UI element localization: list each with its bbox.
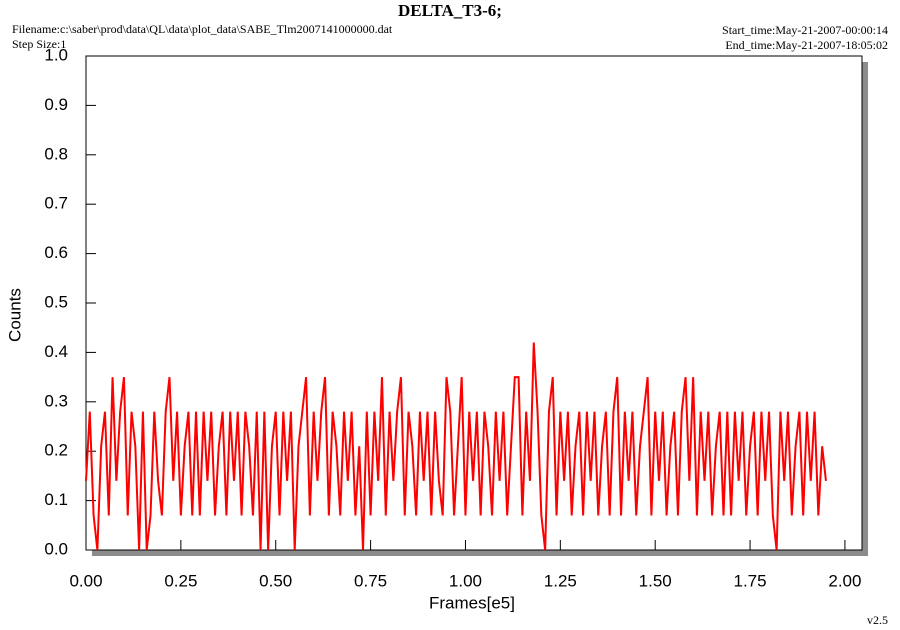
y-tick-label: 0.8 <box>44 144 68 163</box>
y-tick-label: 0.9 <box>44 95 68 114</box>
y-tick-label: 0.1 <box>44 490 68 509</box>
chart-title: DELTA_T3-6; <box>398 1 502 20</box>
data-line <box>85 342 827 551</box>
y-tick-label: 0.6 <box>44 243 68 262</box>
start-time: Start_time:May-21-2007-00:00:14 <box>722 23 888 37</box>
y-tick-label: 0.7 <box>44 194 68 213</box>
y-axis-label: Counts <box>5 288 24 342</box>
filename: Filename:c:\saber\prod\data\QL\data\plot… <box>12 22 393 36</box>
x-tick-label: 1.00 <box>449 571 482 590</box>
y-tick-label: 0.2 <box>44 441 68 460</box>
x-tick-label: 1.75 <box>734 571 767 590</box>
x-axis-label: Frames[e5] <box>429 593 515 612</box>
x-tick-label: 1.50 <box>639 571 672 590</box>
end-time: End_time:May-21-2007-18:05:02 <box>725 38 888 52</box>
x-tick-label: 1.25 <box>544 571 577 590</box>
x-tick-label: 0.25 <box>164 571 197 590</box>
step-size: Step Size:1 <box>12 37 66 51</box>
x-tick-label: 2.00 <box>828 571 861 590</box>
version: v2.5 <box>867 613 888 627</box>
y-tick-label: 0.3 <box>44 391 68 410</box>
y-tick-label: 0.5 <box>44 292 68 311</box>
x-tick-label: 0.50 <box>259 571 292 590</box>
x-tick-label: 0.00 <box>69 571 102 590</box>
y-tick-label: 0.0 <box>44 539 68 558</box>
y-tick-label: 1.0 <box>44 45 68 64</box>
y-tick-label: 0.4 <box>44 342 68 361</box>
x-tick-label: 0.75 <box>354 571 387 590</box>
